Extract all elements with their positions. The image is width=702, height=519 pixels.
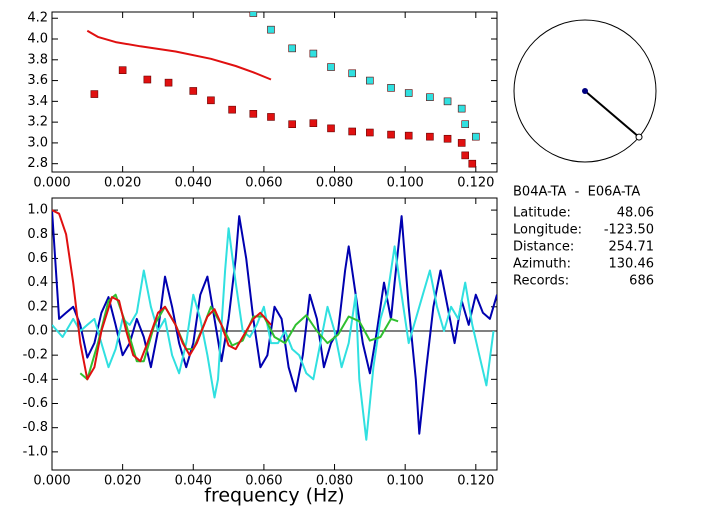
x-tick-label: 0.100 <box>387 176 424 191</box>
marker <box>249 12 258 17</box>
marker <box>288 44 296 53</box>
y-tick-label: 3.0 <box>27 135 48 150</box>
info-value: -123.50 <box>604 223 654 238</box>
x-tick-label: 0.020 <box>104 176 141 191</box>
info-label: Records: <box>513 274 569 289</box>
y-tick-label: 0.4 <box>27 275 48 290</box>
y-tick-label: 3.6 <box>27 73 48 88</box>
marker <box>443 97 452 106</box>
y-tick-label: -0.8 <box>23 420 48 435</box>
marker <box>426 132 434 141</box>
marker <box>461 120 470 129</box>
y-tick-label: 0.0 <box>27 323 48 338</box>
info-label: Longitude: <box>513 223 582 238</box>
x-tick-label: 0.000 <box>33 176 70 191</box>
marker <box>249 110 258 118</box>
x-tick-label: 0.120 <box>457 176 494 191</box>
marker <box>288 120 296 129</box>
marker <box>309 119 318 127</box>
x-tick-label: 0.120 <box>457 474 494 489</box>
marker <box>472 132 480 141</box>
curve <box>52 209 272 381</box>
x-tick-label: 0.060 <box>245 176 282 191</box>
y-tick-label: -0.2 <box>23 348 48 363</box>
marker <box>461 151 470 160</box>
x-tick-label: 0.080 <box>316 474 353 489</box>
marker <box>267 25 275 34</box>
marker <box>387 130 395 139</box>
marker <box>348 69 356 78</box>
marker <box>457 104 466 113</box>
marker <box>327 124 335 133</box>
info-label: Azimuth: <box>513 257 571 272</box>
y-tick-label: -0.6 <box>23 396 48 411</box>
x-tick-label: 0.040 <box>175 176 212 191</box>
marker <box>404 89 413 97</box>
marker <box>387 84 395 92</box>
plot-area <box>52 209 497 441</box>
plot-area <box>86 12 480 168</box>
station-dot <box>582 88 588 94</box>
station-pair: B04A-TA - E06A-TA <box>513 185 640 200</box>
marker <box>468 159 477 168</box>
marker <box>118 66 127 74</box>
marker <box>457 139 466 147</box>
curve <box>79 293 399 381</box>
azimuth-circle <box>513 19 657 163</box>
curve <box>52 210 497 435</box>
y-tick-label: 3.4 <box>27 94 48 109</box>
marker <box>366 76 374 85</box>
info-value: 686 <box>629 274 654 289</box>
y-tick-label: 3.8 <box>27 52 48 67</box>
marker <box>267 113 275 121</box>
y-tick-label: 3.2 <box>27 115 48 130</box>
info-value: 254.71 <box>609 240 655 255</box>
marker <box>164 78 173 87</box>
x-tick-label: 0.060 <box>245 474 282 489</box>
info-value: 48.06 <box>617 206 654 221</box>
y-tick-label: 0.6 <box>27 251 48 266</box>
y-tick-label: 1.0 <box>27 203 48 218</box>
plot-frame <box>51 11 498 173</box>
y-tick-label: 4.0 <box>27 32 48 47</box>
y-tick-label: 2.8 <box>27 156 48 171</box>
x-axis-label: frequency (Hz) <box>204 485 344 507</box>
target-dot <box>635 133 643 141</box>
x-tick-label: 0.020 <box>104 474 141 489</box>
curve <box>52 227 495 441</box>
marker <box>90 90 99 98</box>
info-label: Latitude: <box>513 206 571 221</box>
x-tick-label: 0.000 <box>33 474 70 489</box>
y-tick-label: 4.2 <box>27 11 48 26</box>
marker <box>443 134 452 143</box>
x-tick-label: 0.040 <box>175 474 212 489</box>
x-tick-label: 0.100 <box>387 474 424 489</box>
marker <box>366 128 374 137</box>
marker <box>207 96 215 105</box>
y-tick-label: 0.2 <box>27 299 48 314</box>
info-value: 130.46 <box>609 257 655 272</box>
marker <box>309 49 318 58</box>
y-tick-label: 0.8 <box>27 227 48 242</box>
marker <box>404 131 413 140</box>
y-tick-label: -1.0 <box>23 444 48 459</box>
curve <box>86 29 272 81</box>
azimuth-line <box>584 90 640 138</box>
marker <box>348 127 356 136</box>
marker <box>426 93 434 101</box>
marker <box>143 75 152 84</box>
marker <box>327 63 335 71</box>
marker <box>228 105 236 114</box>
marker <box>189 87 198 95</box>
plot-frame <box>51 197 498 471</box>
info-label: Distance: <box>513 240 574 255</box>
x-tick-label: 0.080 <box>316 176 353 191</box>
y-tick-label: -0.4 <box>23 372 48 387</box>
